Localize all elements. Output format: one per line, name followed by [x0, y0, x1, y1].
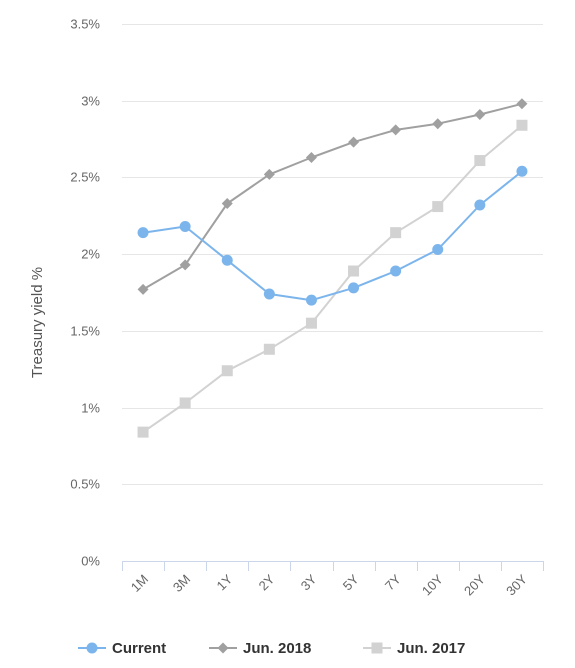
legend-label: Jun. 2017 — [397, 640, 465, 657]
x-tick-label: 1Y — [214, 571, 236, 593]
x-tick-label: 3Y — [298, 571, 320, 593]
data-point-jun-2018[interactable] — [516, 98, 528, 110]
legend-marker-jun-2017[interactable] — [371, 642, 383, 654]
series-layer — [137, 98, 528, 438]
series-line-jun-2018 — [142, 102, 523, 291]
series-jun-2018 — [137, 98, 528, 295]
legend-label: Jun. 2018 — [243, 640, 311, 657]
data-point-jun-2017[interactable] — [137, 426, 149, 438]
series-line-jun-2017 — [142, 124, 523, 433]
data-point-current[interactable] — [390, 265, 402, 277]
data-point-jun-2017[interactable] — [516, 119, 528, 131]
data-point-current[interactable] — [263, 288, 275, 300]
data-point-jun-2018[interactable] — [474, 109, 486, 121]
data-point-jun-2018[interactable] — [305, 151, 317, 163]
grid-lines — [122, 24, 543, 485]
data-point-jun-2018[interactable] — [179, 259, 191, 271]
data-point-jun-2018[interactable] — [432, 118, 444, 130]
data-point-current[interactable] — [432, 244, 444, 256]
x-tick-label: 30Y — [503, 571, 530, 598]
x-axis-ticks: 1M 3M 1Y 2Y 3Y 5Y 7Y 10Y 20Y 30Y — [128, 571, 531, 598]
legend-item-current[interactable]: Current — [78, 640, 166, 657]
y-tick-label: 0% — [81, 554, 100, 569]
legend-marker-current[interactable] — [86, 642, 98, 654]
data-point-jun-2017[interactable] — [263, 343, 275, 355]
y-tick-label: 3% — [81, 94, 100, 109]
y-axis-title: Treasury yield % — [29, 267, 46, 378]
data-point-jun-2017[interactable] — [432, 201, 444, 213]
data-point-jun-2018[interactable] — [221, 198, 233, 210]
data-point-jun-2018[interactable] — [137, 283, 149, 295]
legend-label: Current — [112, 640, 166, 657]
x-axis — [122, 561, 544, 571]
legend-item-jun-2017[interactable]: Jun. 2017 — [363, 640, 465, 657]
x-tick-label: 3M — [170, 572, 193, 595]
y-axis-ticks: 0% 0.5% 1% 1.5% 2% 2.5% 3% 3.5% — [70, 17, 100, 569]
data-point-jun-2018[interactable] — [390, 124, 402, 136]
x-tick-label: 1M — [128, 572, 151, 595]
y-tick-label: 3.5% — [70, 17, 100, 32]
x-tick-label: 10Y — [419, 571, 446, 598]
x-tick-label: 20Y — [461, 571, 488, 598]
data-point-jun-2017[interactable] — [179, 397, 191, 409]
data-point-jun-2018[interactable] — [348, 136, 360, 148]
legend-marker-jun-2018[interactable] — [217, 642, 229, 654]
y-tick-label: 2% — [81, 247, 100, 262]
data-point-current[interactable] — [179, 221, 191, 233]
data-point-jun-2017[interactable] — [474, 155, 486, 167]
data-point-current[interactable] — [221, 254, 233, 266]
x-tick-label: 5Y — [340, 571, 362, 593]
y-tick-label: 1.5% — [70, 324, 100, 339]
series-jun-2017 — [137, 119, 528, 438]
data-point-current[interactable] — [305, 294, 317, 306]
data-point-jun-2017[interactable] — [305, 317, 317, 329]
data-point-jun-2017[interactable] — [221, 365, 233, 377]
y-tick-label: 0.5% — [70, 477, 100, 492]
legend-item-jun-2018[interactable]: Jun. 2018 — [209, 640, 311, 657]
data-point-current[interactable] — [137, 227, 149, 239]
series-line-current — [142, 170, 523, 302]
x-tick-label: 7Y — [382, 571, 404, 593]
series-current — [137, 165, 528, 306]
data-point-jun-2018[interactable] — [263, 168, 275, 180]
y-tick-label: 1% — [81, 401, 100, 416]
data-point-current[interactable] — [474, 199, 486, 211]
x-tick-label: 2Y — [256, 571, 278, 593]
data-point-current[interactable] — [348, 282, 360, 294]
y-tick-label: 2.5% — [70, 170, 100, 185]
legend[interactable]: Current Jun. 2018 Jun. 2017 — [78, 640, 465, 657]
data-point-jun-2017[interactable] — [348, 265, 360, 277]
data-point-jun-2017[interactable] — [390, 227, 402, 239]
data-point-current[interactable] — [516, 165, 528, 177]
